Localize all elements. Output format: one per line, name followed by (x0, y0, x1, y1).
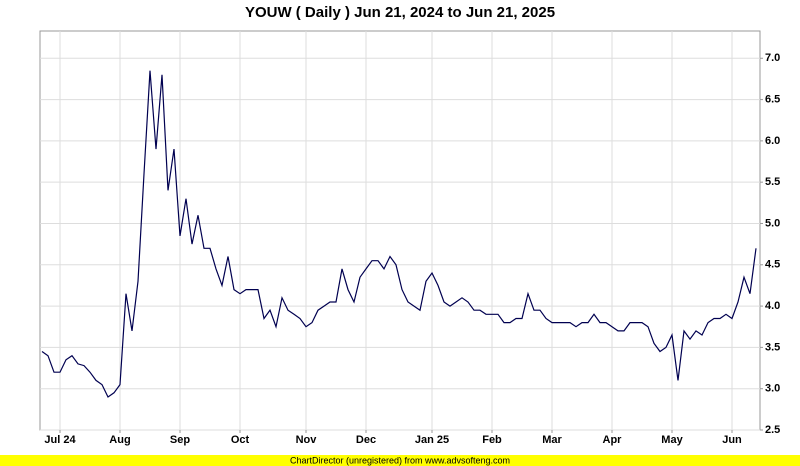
y-tick-label: 7.0 (765, 52, 780, 64)
x-tick-label: Feb (482, 434, 502, 446)
x-tick-label: May (661, 434, 683, 446)
grid: 2.5 3.0 3.5 4.0 4.5 5.0 5.5 6.0 6.5 7.0 Jul 24 Aug S… (40, 31, 780, 446)
x-tick-label: Jun (722, 434, 742, 446)
footer: ChartDirector (unregistered) from www.ad… (290, 455, 510, 465)
chart-title: YOUW ( Daily ) Jun 21, 2024 to Jun 21, 2… (245, 4, 555, 21)
plot-area (39, 30, 761, 431)
x-tick-label: Dec (356, 434, 376, 446)
y-tick-label: 3.0 (765, 383, 780, 395)
footer-bar (0, 455, 800, 466)
y-tick-label: 5.0 (765, 217, 780, 229)
x-tick-label: Mar (542, 434, 562, 446)
x-tick-label: Nov (296, 434, 318, 446)
y-tick-label: 5.5 (765, 176, 780, 188)
y-tick-label: 2.5 (765, 424, 780, 436)
x-tick-label: Oct (231, 434, 250, 446)
y-tick-label: 4.5 (765, 259, 780, 271)
x-tick-label: Aug (109, 434, 130, 446)
x-tick-label: Jul 24 (44, 434, 76, 446)
x-tick-label: Jan 25 (415, 434, 449, 446)
price-line (41, 70, 757, 398)
y-tick-label: 4.0 (765, 300, 780, 312)
y-tick-label: 3.5 (765, 341, 780, 353)
x-tick-label: Apr (603, 434, 623, 446)
y-tick-label: 6.0 (765, 135, 780, 147)
marks (41, 70, 757, 398)
x-tick-label: Sep (170, 434, 190, 446)
y-tick-label: 6.5 (765, 93, 780, 105)
